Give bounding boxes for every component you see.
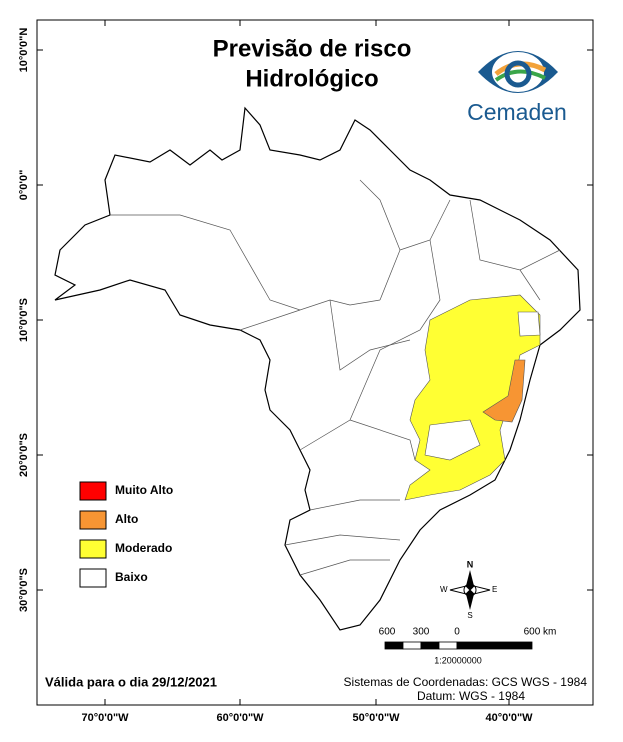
lat-label: 30°0'0"S [18, 568, 30, 612]
legend-label: Moderado [115, 541, 172, 555]
legend-label: Alto [115, 512, 138, 526]
country-outline [54, 106, 581, 631]
scale-label: 0 [454, 627, 460, 638]
compass-label: N [467, 559, 474, 569]
scale-ratio: 1:20000000 [434, 655, 482, 665]
compass-label: W [440, 585, 448, 594]
scale-label: 600 [379, 627, 396, 638]
crs-text: Sistemas de Coordenadas: GCS WGS - 1984 [344, 675, 588, 689]
lat-label: 10°0'0"S [18, 298, 30, 342]
high-area [482, 359, 526, 423]
graticule: 10°0'0"N 0°0'0" 10°0'0"S 20°0'0"S 30°0'0"S 70… [18, 20, 593, 724]
legend-swatch [79, 481, 107, 501]
low-area [517, 311, 541, 337]
lon-label: 70°0'0"W [81, 712, 129, 724]
scale-label: 600 km [524, 627, 557, 638]
title: Hidrológico [245, 65, 378, 92]
logo-text: Cemaden [467, 99, 567, 125]
compass-label: S [467, 611, 472, 620]
lon-label: 50°0'0"W [352, 712, 400, 724]
scale-label: 300 [413, 627, 430, 638]
logo [478, 51, 558, 93]
legend-swatch [79, 510, 107, 530]
lon-label: 40°0'0"W [485, 712, 533, 724]
lon-label: 60°0'0"W [216, 712, 264, 724]
legend-label: Muito Alto [115, 483, 173, 497]
crs-text: Datum: WGS - 1984 [417, 689, 525, 703]
low-area [424, 419, 481, 461]
legend-swatch [79, 539, 107, 559]
state-borders [110, 179, 561, 576]
valid-date: Válida para o dia 29/12/2021 [45, 674, 217, 689]
compass [449, 570, 491, 610]
legend-label: Baixo [115, 570, 148, 584]
legend-swatch [79, 568, 107, 588]
scale-bar [384, 641, 533, 650]
lat-label: 20°0'0"S [18, 433, 30, 477]
lat-label: 10°0'0"N [18, 28, 30, 73]
compass-label: E [492, 585, 497, 594]
lat-label: 0°0'0" [18, 170, 30, 201]
title: Previsão de risco [213, 35, 412, 62]
legend: Muito Alto Alto Moderado Baixo [79, 481, 173, 588]
